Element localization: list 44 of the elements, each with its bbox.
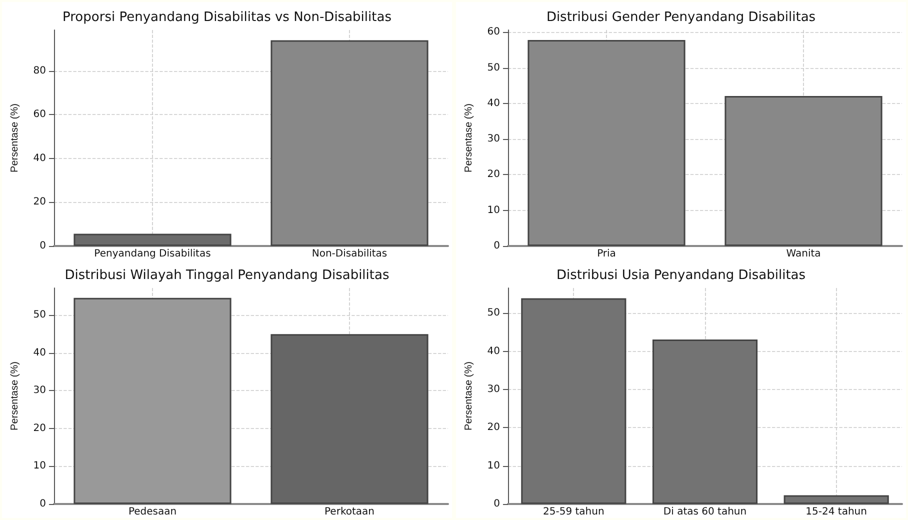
- x-tick-label: Pedesaan: [128, 506, 177, 518]
- y-tick-label: 10: [487, 204, 500, 216]
- bar: [784, 495, 889, 504]
- y-tick-label: 60: [487, 26, 500, 38]
- y-tick-label: 0: [40, 498, 46, 510]
- y-axis-title: Persentase (%): [10, 362, 20, 430]
- y-tick-label: 10: [487, 460, 500, 472]
- x-tick-label: 15-24 tahun: [806, 506, 867, 518]
- x-tick-label: Penyandang Disabilitas: [94, 248, 211, 260]
- x-tick-label: Perkotaan: [324, 506, 375, 518]
- y-tick-label: 80: [33, 65, 46, 76]
- y-tick-label: 20: [33, 196, 46, 208]
- x-tick-label: Pria: [597, 248, 616, 260]
- chart-title: Distribusi Wilayah Tinggal Penyandang Disabilitas: [64, 268, 390, 283]
- chart-title: Proporsi Penyandang Disabilitas vs Non-Disabilitas: [62, 10, 392, 25]
- y-axis-title: Persentase (%): [464, 104, 474, 172]
- x-tick-label: Di atas 60 tahun: [663, 506, 747, 518]
- y-tick-label: 50: [33, 310, 46, 321]
- chart-title: Distribusi Gender Penyandang Disabilitas: [546, 10, 816, 25]
- y-tick-label: 0: [40, 240, 46, 252]
- y-tick-label: 50: [487, 308, 500, 319]
- y-tick-label: 30: [487, 384, 500, 396]
- bar: [652, 340, 758, 504]
- y-axis-title: Persentase (%): [10, 104, 20, 172]
- y-tick-label: 40: [487, 98, 500, 109]
- y-tick-label: 0: [494, 240, 500, 252]
- y-tick-label: 40: [487, 346, 500, 357]
- y-axis-title: Persentase (%): [464, 362, 474, 430]
- chart-title: Distribusi Usia Penyandang Disabilitas: [556, 268, 806, 283]
- y-tick-label: 20: [33, 422, 46, 434]
- y-tick-label: 20: [487, 422, 500, 434]
- x-tick-label: Wanita: [786, 248, 821, 260]
- y-tick-label: 0: [494, 498, 500, 510]
- y-tick-label: 40: [33, 152, 46, 164]
- y-tick-label: 60: [33, 109, 46, 120]
- y-tick-label: 20: [487, 169, 500, 180]
- y-tick-label: 10: [33, 460, 46, 472]
- x-tick-label: 25-59 tahun: [543, 506, 604, 518]
- x-tick-label: Non-Disabilitas: [312, 248, 388, 260]
- y-tick-label: 30: [33, 385, 46, 396]
- y-tick-label: 50: [487, 62, 500, 74]
- y-tick-label: 40: [33, 347, 46, 358]
- bar: [521, 298, 626, 504]
- y-tick-label: 30: [487, 134, 500, 145]
